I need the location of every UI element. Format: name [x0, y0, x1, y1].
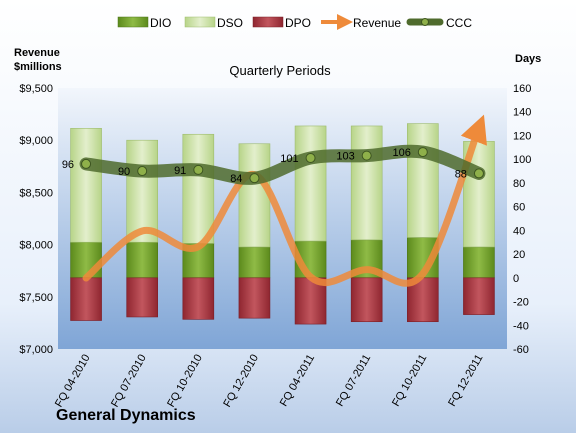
- right-tick-label: 60: [513, 202, 525, 214]
- ccc-point: [249, 173, 260, 184]
- dso-bar: [182, 133, 215, 244]
- right-axis-title: Days: [515, 53, 541, 65]
- ccc-point: [361, 150, 372, 161]
- company-name: General Dynamics: [56, 407, 196, 424]
- legend-swatch-dso: [184, 16, 216, 28]
- right-tick-label: 160: [513, 83, 531, 95]
- dio-bar: [126, 241, 158, 279]
- ccc-data-label: 91: [174, 165, 186, 177]
- ccc-data-label: 103: [336, 151, 354, 163]
- legend: DIO DSO DPO Revenue CCC: [117, 14, 472, 30]
- right-tick-label: 0: [513, 273, 519, 285]
- ccc-data-label: 96: [62, 159, 74, 171]
- ccc-point: [305, 152, 316, 163]
- ccc-point: [417, 147, 428, 158]
- dio-bar: [238, 246, 271, 279]
- legend-label-dio: DIO: [150, 16, 171, 30]
- legend-swatch-dpo: [252, 16, 284, 28]
- left-tick-label: $8,500: [19, 187, 53, 199]
- dpo-bar: [463, 277, 495, 315]
- ccc-point: [473, 168, 484, 179]
- right-tick-label: 80: [513, 178, 525, 190]
- legend-swatch-dio: [117, 16, 149, 28]
- left-axis-ticks: $7,000 $7,500 $8,000 $8,500 $9,000 $9,500: [19, 83, 53, 356]
- dpo-bar: [70, 277, 102, 321]
- legend-swatch-ccc-marker: [421, 18, 429, 26]
- dpo-bar: [182, 277, 215, 320]
- right-tick-label: 120: [513, 130, 531, 142]
- dso-bar: [238, 143, 271, 248]
- right-tick-label: 100: [513, 154, 531, 166]
- left-tick-label: $9,000: [19, 135, 53, 147]
- dso-bar: [126, 139, 158, 243]
- legend-label-dso: DSO: [217, 16, 243, 30]
- dso-bar: [407, 123, 439, 238]
- dpo-bar: [126, 277, 158, 318]
- ccc-data-label: 90: [118, 166, 130, 178]
- ccc-data-label: 106: [392, 147, 410, 159]
- ccc-data-label: 101: [280, 153, 298, 165]
- left-axis-title-line: Revenue: [14, 47, 60, 59]
- ccc-point: [81, 158, 92, 169]
- dio-bar: [463, 246, 495, 279]
- dso-bar: [350, 125, 383, 241]
- dio-bar: [70, 241, 102, 279]
- right-axis-ticks: -60 -40 -20 0 20 40 60 80 100 120 140 160: [513, 83, 531, 356]
- revenue-layer: [82, 114, 487, 287]
- ccc-data-label: 88: [455, 168, 467, 180]
- legend-label-dpo: DPO: [285, 16, 311, 30]
- ccc-data-label: 84: [230, 173, 242, 185]
- revenue-line: [82, 114, 487, 287]
- left-axis-title-line: $millions: [14, 61, 62, 73]
- legend-label-revenue: Revenue: [353, 16, 401, 30]
- left-tick-label: $7,500: [19, 292, 53, 304]
- left-tick-label: $8,000: [19, 240, 53, 252]
- legend-label-ccc: CCC: [446, 16, 472, 30]
- left-axis-title: Revenue $millions: [14, 47, 62, 73]
- left-tick-label: $7,000: [19, 344, 53, 356]
- dpo-bar: [350, 277, 383, 323]
- right-tick-label: 140: [513, 107, 531, 119]
- dso-bar: [70, 128, 102, 243]
- right-tick-label: -60: [513, 344, 529, 356]
- right-tick-label: -20: [513, 297, 529, 309]
- plot-title: Quarterly Periods: [229, 63, 331, 78]
- left-tick-label: $9,500: [19, 83, 53, 95]
- right-tick-label: 40: [513, 225, 525, 237]
- right-tick-label: 20: [513, 249, 525, 261]
- ccc-point: [137, 166, 148, 177]
- dpo-bar: [238, 277, 271, 319]
- ccc-layer: 96 90 91 84 101 103 106 88: [62, 144, 486, 185]
- right-tick-label: -40: [513, 320, 529, 332]
- dso-bar: [294, 125, 327, 242]
- ccc-point: [193, 164, 204, 175]
